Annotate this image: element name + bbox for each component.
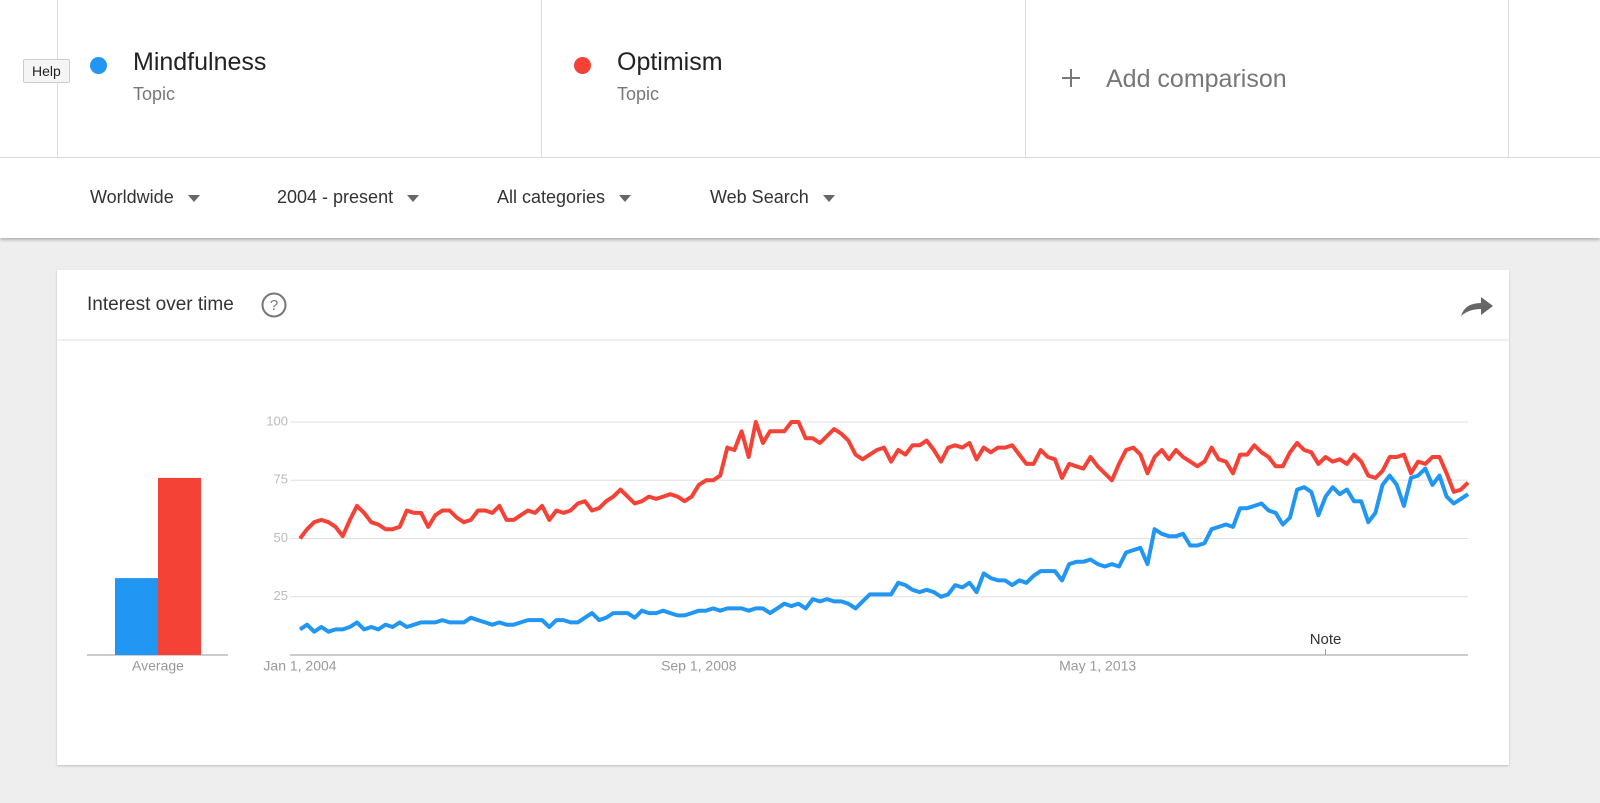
help-icon[interactable]: ? bbox=[261, 292, 287, 318]
series-line bbox=[298, 420, 1470, 540]
svg-text:?: ? bbox=[270, 297, 278, 314]
filter[interactable]: 2004 - present bbox=[277, 187, 420, 208]
average-label: Average bbox=[132, 658, 184, 674]
x-tick-label: Sep 1, 2008 bbox=[661, 658, 737, 674]
filter-label: 2004 - present bbox=[277, 187, 394, 207]
term-name: Mindfulness bbox=[133, 48, 267, 76]
y-tick-label: 75 bbox=[274, 472, 288, 487]
term-card[interactable]: Optimism Topic bbox=[541, 0, 1025, 157]
y-tick-label: 50 bbox=[274, 530, 288, 545]
help-tooltip[interactable]: Help bbox=[23, 59, 70, 83]
x-tick-label: May 1, 2013 bbox=[1059, 658, 1136, 674]
comparison-bar: Mindfulness Topic Optimism Topic Add com… bbox=[0, 0, 1600, 158]
filter[interactable]: Worldwide bbox=[90, 187, 200, 208]
chart: Interest over time ? 25 50 75 100 Jan 1, 200… bbox=[57, 292, 1509, 674]
filter[interactable]: All categories bbox=[497, 187, 632, 208]
chart-title: Interest over time bbox=[87, 294, 234, 315]
add-comparison-label: Add comparison bbox=[1106, 65, 1287, 93]
filter-bar: Worldwide 2004 - present All categories … bbox=[0, 158, 1600, 238]
share-icon[interactable] bbox=[1461, 297, 1493, 316]
series-line bbox=[298, 466, 1470, 634]
chart-card: Interest over time ? 25 50 75 100 Jan 1, 200… bbox=[57, 270, 1509, 765]
term-type: Topic bbox=[133, 84, 176, 104]
add-comparison[interactable]: Add comparison bbox=[1025, 0, 1509, 157]
average-bar bbox=[115, 578, 158, 655]
annotation: Note bbox=[1310, 631, 1342, 648]
average-bar bbox=[158, 477, 201, 655]
filter-label: All categories bbox=[497, 187, 606, 207]
term-name: Optimism bbox=[617, 48, 723, 76]
term-dot bbox=[90, 57, 107, 74]
term-type: Topic bbox=[617, 84, 660, 104]
filter[interactable]: Web Search bbox=[710, 187, 835, 208]
filter-label: Web Search bbox=[710, 187, 809, 207]
x-tick-label: Jan 1, 2004 bbox=[263, 658, 336, 674]
y-tick-label: 25 bbox=[274, 588, 288, 603]
term-dot bbox=[574, 57, 591, 74]
y-tick-label: 100 bbox=[266, 413, 288, 428]
plus-icon bbox=[1062, 69, 1080, 87]
term-card[interactable]: Mindfulness Topic bbox=[57, 0, 541, 157]
filter-label: Worldwide bbox=[90, 187, 174, 207]
